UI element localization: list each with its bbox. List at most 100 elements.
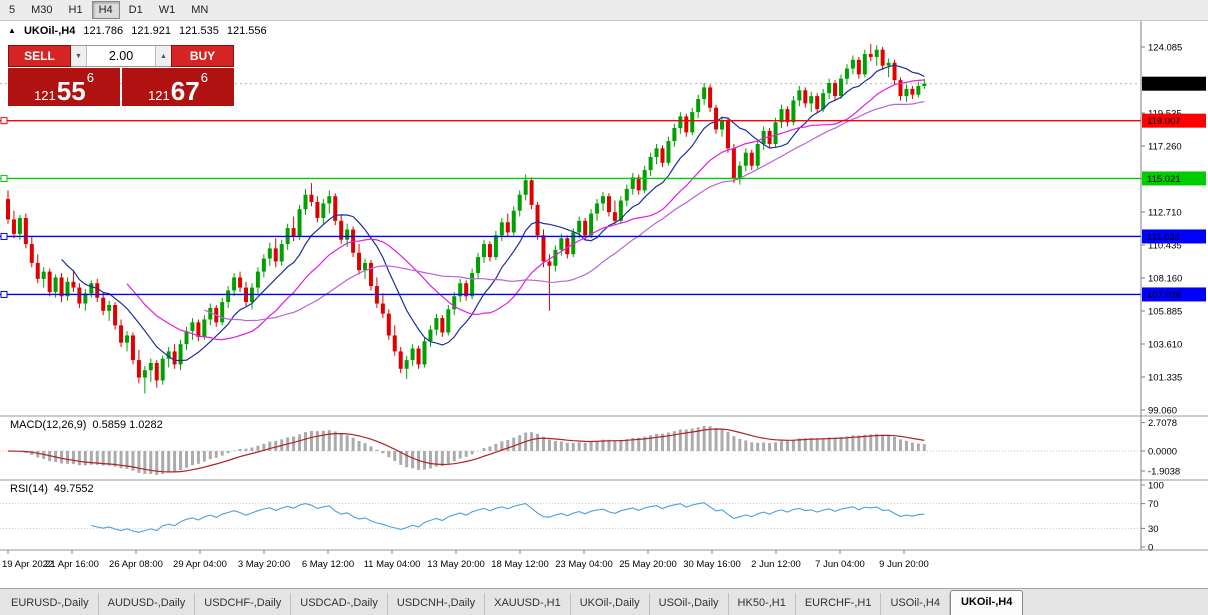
ohlc-low: 121.535 xyxy=(179,25,219,37)
timeframe-button-H1[interactable]: H1 xyxy=(62,1,90,19)
svg-text:30: 30 xyxy=(1148,524,1159,535)
macd-values: 0.5859 1.0282 xyxy=(92,419,163,431)
current-price-label xyxy=(1142,76,1206,91)
hline-marker[interactable] xyxy=(0,232,8,240)
svg-text:7 Jun 04:00: 7 Jun 04:00 xyxy=(815,559,865,570)
timeframe-button-MN[interactable]: MN xyxy=(184,1,215,19)
svg-text:23 May 04:00: 23 May 04:00 xyxy=(555,559,613,570)
svg-text:101.335: 101.335 xyxy=(1148,373,1182,384)
symbol-tab-bar: EURUSD-,Daily AUDUSD-,Daily USDCHF-,Daily U… xyxy=(0,588,1208,615)
symbol-tab-USDCAD-,Daily[interactable]: USDCAD-,Daily xyxy=(291,593,388,615)
ohlc-open: 121.786 xyxy=(83,25,124,37)
svg-text:6 May 12:00: 6 May 12:00 xyxy=(302,559,354,570)
svg-text:19 Apr 2022: 19 Apr 2022 xyxy=(2,559,53,570)
svg-text:25 May 20:00: 25 May 20:00 xyxy=(619,559,677,570)
sell-price-display: 121 55 6 xyxy=(8,68,120,106)
pane-separators xyxy=(0,415,1208,551)
price-line-labels: 119.007 115.021 111.024 107.026 121.556 xyxy=(1142,76,1206,302)
symbol-tab-USDCNH-,Daily[interactable]: USDCNH-,Daily xyxy=(388,593,486,615)
symbol-tab-EURCHF-,H1[interactable]: EURCHF-,H1 xyxy=(796,593,882,615)
ohlc-high: 121.921 xyxy=(131,25,171,37)
macd-name: MACD(12,26,9) xyxy=(10,419,87,431)
svg-text:26 Apr 08:00: 26 Apr 08:00 xyxy=(109,559,163,570)
symbol-tab-UKOil-,Daily[interactable]: UKOil-,Daily xyxy=(571,593,650,615)
rsi-name: RSI(14) xyxy=(10,483,48,495)
chart-canvas: 124.085121.810119.535117.260114.985112.7… xyxy=(0,21,1208,588)
hline-marker[interactable] xyxy=(0,290,8,298)
svg-text:121.556: 121.556 xyxy=(1147,79,1181,90)
timeframe-toolbar: 5 M30 H1 H4 D1 W1 MN xyxy=(0,0,1208,21)
rsi-indicator xyxy=(0,502,1141,533)
symbol-tab-USDCHF-,Daily[interactable]: USDCHF-,Daily xyxy=(195,593,292,615)
macd-indicator xyxy=(0,425,1141,475)
macd-signal-line xyxy=(7,428,925,473)
buy-price-prefix: 121 xyxy=(148,88,170,103)
moving-averages xyxy=(61,64,925,362)
symbol-tab-USOil-,Daily[interactable]: USOil-,Daily xyxy=(650,593,729,615)
svg-text:0: 0 xyxy=(1148,543,1153,554)
buy-button[interactable]: BUY xyxy=(171,45,234,67)
collapse-chart-icon[interactable]: ▲ xyxy=(8,26,16,35)
macd-indicator-label: MACD(12,26,9) 0.5859 1.0282 xyxy=(10,419,169,431)
symbol-tab-UKOil-,H4[interactable]: UKOil-,H4 xyxy=(949,590,1024,615)
svg-text:110.435: 110.435 xyxy=(1148,241,1182,252)
volume-decrease-icon[interactable]: ▼ xyxy=(71,46,87,66)
svg-text:111.024: 111.024 xyxy=(1147,232,1180,243)
svg-text:2.7078: 2.7078 xyxy=(1148,418,1177,429)
volume-input[interactable] xyxy=(87,46,155,66)
ohlc-close: 121.556 xyxy=(226,25,267,37)
svg-text:3 May 20:00: 3 May 20:00 xyxy=(238,559,290,570)
svg-text:13 May 20:00: 13 May 20:00 xyxy=(427,559,485,570)
timeframe-button-D1[interactable]: D1 xyxy=(122,1,150,19)
timeframe-button-H4[interactable]: H4 xyxy=(91,1,120,19)
symbol-tab-HK50-,H1[interactable]: HK50-,H1 xyxy=(729,593,796,615)
svg-text:117.260: 117.260 xyxy=(1148,142,1182,153)
ma-10-line xyxy=(61,64,925,362)
rsi-value: 49.7552 xyxy=(53,483,94,495)
timeframe-button-5[interactable]: 5 xyxy=(2,1,22,19)
svg-text:103.610: 103.610 xyxy=(1148,340,1182,351)
buy-price-big: 67 xyxy=(170,75,200,106)
svg-text:107.026: 107.026 xyxy=(1147,290,1181,301)
rsi-line xyxy=(91,502,925,533)
buy-price-sup: 6 xyxy=(200,70,208,85)
hline-marker[interactable] xyxy=(0,174,8,182)
svg-text:-1.9038: -1.9038 xyxy=(1148,466,1180,477)
svg-text:30 May 16:00: 30 May 16:00 xyxy=(683,559,741,570)
symbol-tab-USOil-,H4[interactable]: USOil-,H4 xyxy=(881,593,950,615)
svg-text:115.021: 115.021 xyxy=(1147,174,1181,185)
symbol-tab-EURUSD-,Daily[interactable]: EURUSD-,Daily xyxy=(2,593,99,615)
timeframe-button-M30[interactable]: M30 xyxy=(24,1,59,19)
timeframe-button-W1[interactable]: W1 xyxy=(152,1,183,19)
svg-text:18 May 12:00: 18 May 12:00 xyxy=(491,559,549,570)
svg-text:124.085: 124.085 xyxy=(1148,43,1182,54)
svg-text:112.710: 112.710 xyxy=(1148,208,1182,219)
sell-price-prefix: 121 xyxy=(34,88,56,103)
svg-text:21 Apr 16:00: 21 Apr 16:00 xyxy=(45,559,99,570)
sell-price-sup: 6 xyxy=(86,70,94,85)
svg-text:99.060: 99.060 xyxy=(1148,406,1177,417)
one-click-trading-panel: SELL ▼ ▲ BUY 121 55 6 121 67 6 xyxy=(8,45,234,106)
horizontal-lines[interactable] xyxy=(0,117,1141,298)
rsi-indicator-label: RSI(14) 49.7552 xyxy=(10,483,100,495)
hline-marker[interactable] xyxy=(0,117,8,125)
chart-ohlc-header: ▲ UKOil-,H4 121.786 121.921 121.535 121.… xyxy=(8,25,272,37)
svg-text:2 Jun 12:00: 2 Jun 12:00 xyxy=(751,559,801,570)
volume-stepper: ▼ ▲ xyxy=(71,45,171,67)
svg-text:105.885: 105.885 xyxy=(1148,307,1182,318)
svg-text:70: 70 xyxy=(1148,499,1159,510)
svg-text:9 Jun 20:00: 9 Jun 20:00 xyxy=(879,559,929,570)
buy-price-display: 121 67 6 xyxy=(122,68,234,106)
svg-text:119.007: 119.007 xyxy=(1147,116,1181,127)
sell-button[interactable]: SELL xyxy=(8,45,71,67)
sell-price-big: 55 xyxy=(56,75,86,106)
svg-text:29 Apr 04:00: 29 Apr 04:00 xyxy=(173,559,227,570)
volume-increase-icon[interactable]: ▲ xyxy=(155,46,171,66)
svg-text:108.160: 108.160 xyxy=(1148,274,1182,285)
symbol-tab-XAUUSD-,H1[interactable]: XAUUSD-,H1 xyxy=(485,593,571,615)
svg-text:0.0000: 0.0000 xyxy=(1148,447,1177,458)
symbol-tab-AUDUSD-,Daily[interactable]: AUDUSD-,Daily xyxy=(99,593,196,615)
chart-symbol-label: UKOil-,H4 xyxy=(23,25,76,37)
svg-text:11 May 04:00: 11 May 04:00 xyxy=(364,559,421,570)
